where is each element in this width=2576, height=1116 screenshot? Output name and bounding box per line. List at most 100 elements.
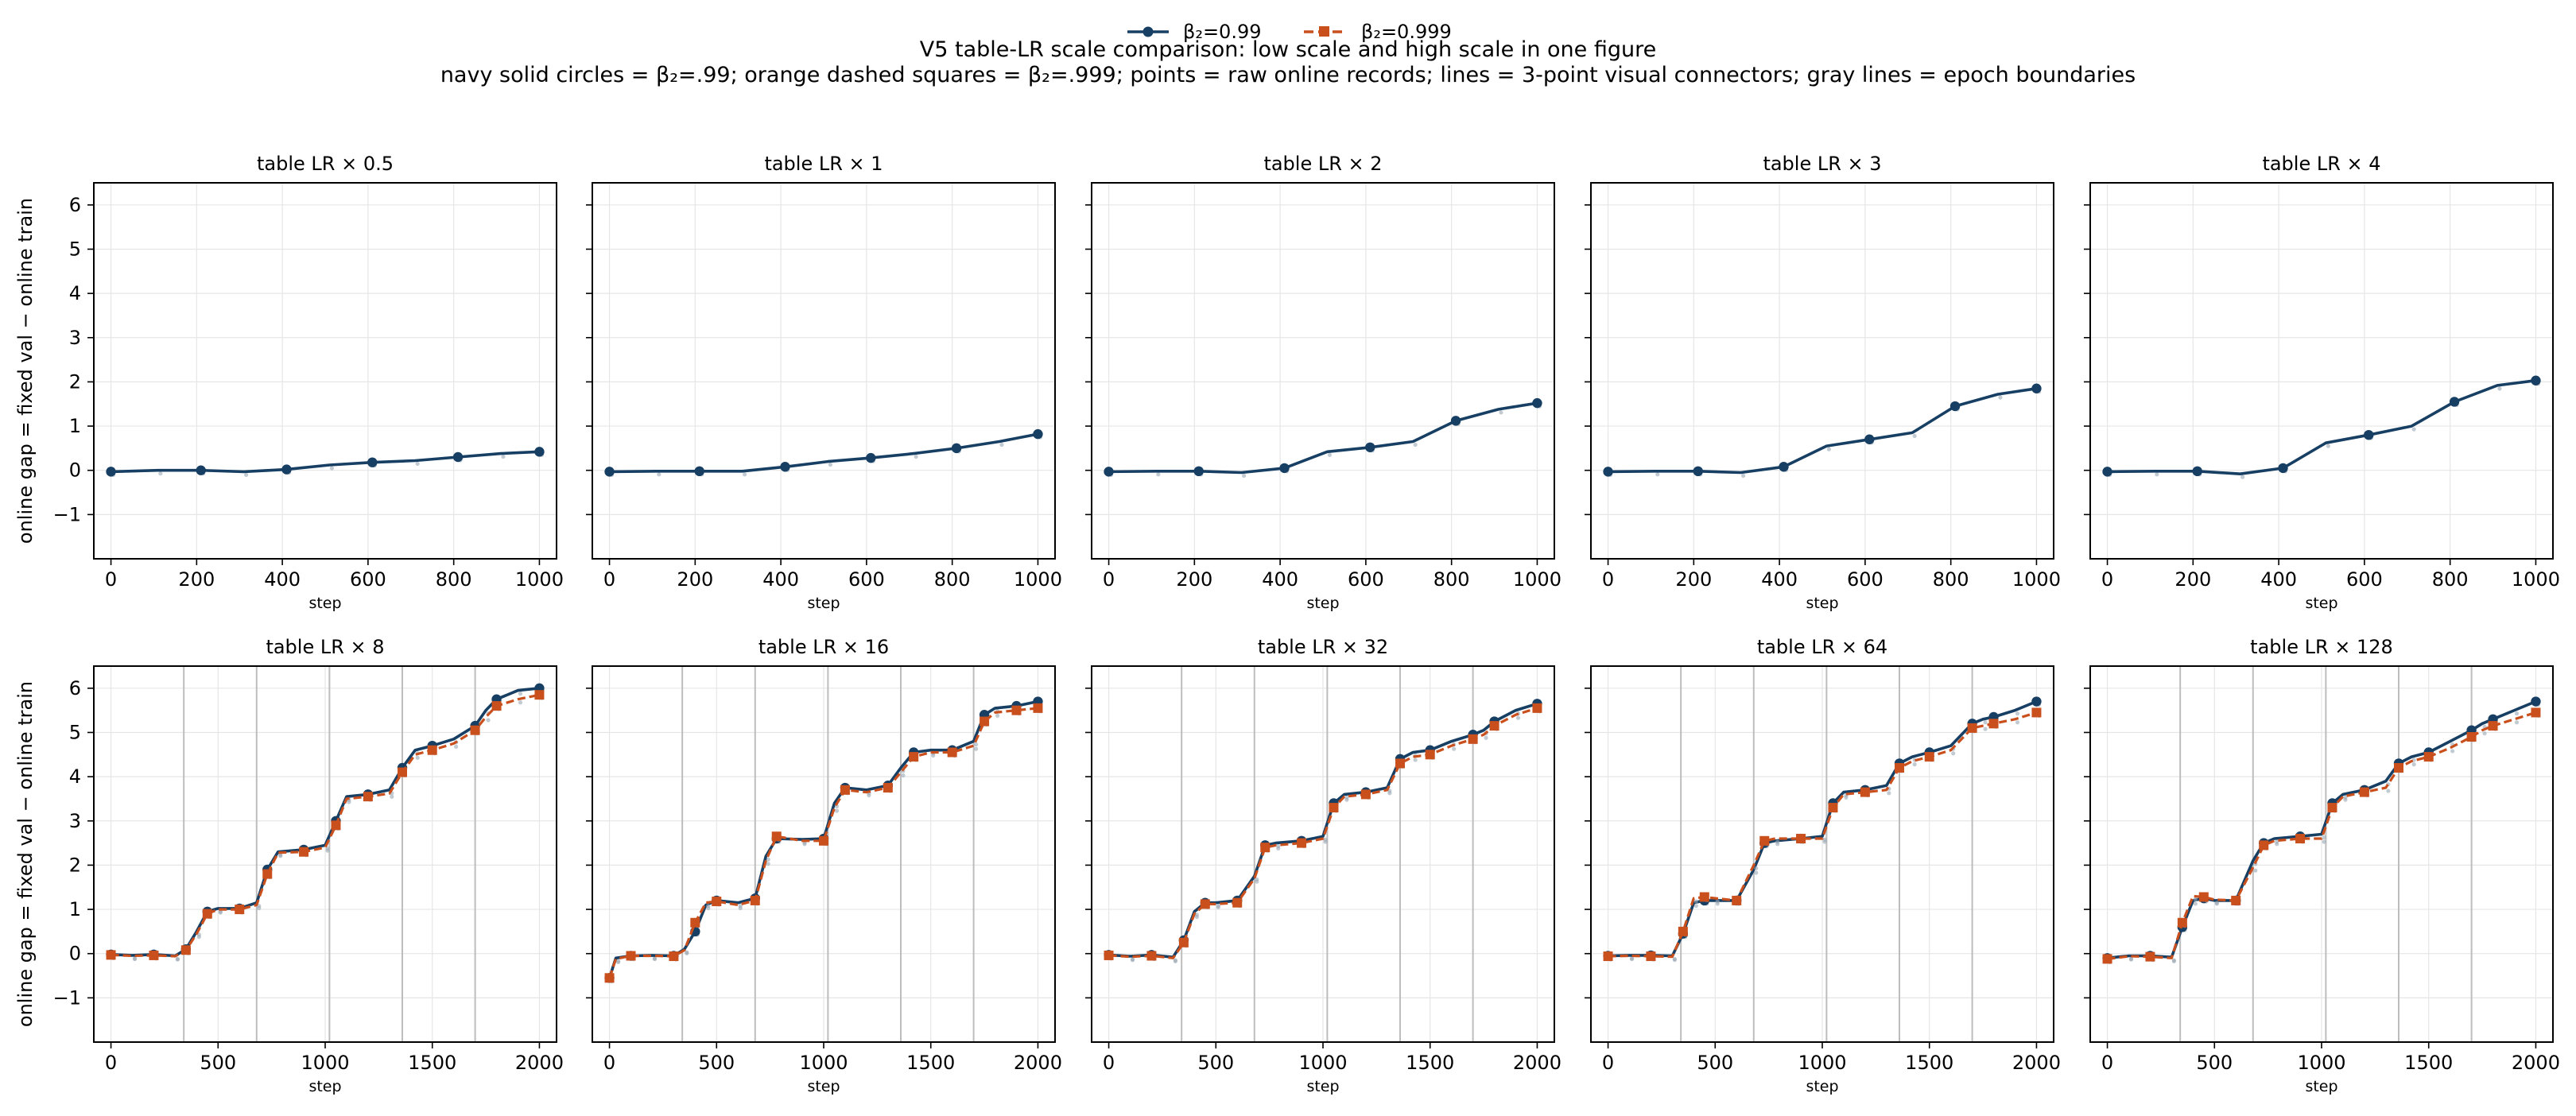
marker-square	[690, 917, 700, 928]
marker-square	[771, 831, 782, 842]
raw-point	[218, 910, 223, 915]
marker-square	[1260, 843, 1271, 853]
raw-point	[1912, 433, 1917, 439]
x-tick-label: 500	[2196, 1052, 2233, 1074]
x-axis-label: step	[1806, 595, 1838, 612]
y-tick-label: 1	[69, 898, 81, 920]
axes-frame	[93, 182, 557, 560]
marker-square	[604, 973, 615, 983]
y-axis-label: online gap = fixed val − online train	[14, 198, 37, 544]
raw-point	[1754, 866, 1759, 871]
marker-square	[2488, 721, 2498, 731]
axes-frame	[2089, 182, 2554, 560]
marker-square	[2423, 752, 2434, 762]
raw-point	[1826, 447, 1831, 451]
raw-point	[1655, 472, 1660, 477]
y-tick-label: 5	[69, 238, 81, 260]
x-tick-label: 1000	[2297, 1052, 2345, 1074]
raw-point	[244, 472, 249, 477]
subplot-9: 0 500 1000 1500 2000 table LR × 64 step	[1585, 636, 2061, 1095]
raw-point	[2171, 959, 2176, 963]
marker-circle	[1365, 442, 1375, 452]
marker-square	[1011, 705, 1022, 715]
x-tick-label: 0	[1602, 568, 1614, 591]
subplot-title: table LR × 8	[266, 636, 384, 658]
marker-square	[1924, 752, 1934, 762]
raw-point	[657, 472, 661, 477]
raw-point	[1998, 395, 2003, 400]
legend-marker-beta0999	[1319, 26, 1329, 37]
x-tick-label: 800	[1933, 568, 1969, 591]
raw-point	[1741, 473, 1746, 479]
raw-point	[1242, 473, 1247, 479]
raw-point	[2386, 789, 2391, 793]
series-line-beta0999	[608, 707, 1038, 978]
x-tick-label: 1000	[2512, 568, 2560, 591]
marker-circle	[452, 451, 464, 463]
marker-circle	[1450, 416, 1461, 426]
raw-point	[1323, 839, 1328, 844]
raw-point	[867, 792, 871, 798]
raw-point	[2411, 762, 2416, 767]
marker-square	[980, 716, 990, 727]
marker-square	[2145, 951, 2155, 962]
x-tick-label: 1500	[906, 1052, 955, 1074]
raw-point	[415, 461, 420, 467]
marker-circle	[866, 452, 876, 463]
raw-point	[974, 742, 979, 747]
x-tick-label: 1000	[799, 1052, 848, 1074]
marker-square	[2327, 803, 2337, 813]
marker-square	[1759, 835, 1770, 846]
raw-point	[2322, 835, 2326, 840]
marker-circle	[2031, 696, 2042, 707]
x-tick-label: 600	[848, 568, 885, 591]
x-tick-label: 200	[178, 568, 215, 591]
x-tick-label: 0	[603, 568, 615, 591]
marker-circle	[367, 457, 378, 467]
raw-point	[1754, 870, 1759, 875]
x-tick-label: 0	[105, 1052, 117, 1074]
x-axis-label: step	[807, 595, 840, 612]
x-tick-label: 1500	[408, 1052, 456, 1074]
x-tick-label: 0	[1103, 568, 1115, 591]
x-tick-label: 1000	[1798, 1052, 1846, 1074]
x-tick-label: 0	[105, 568, 117, 591]
subplot-title: table LR × 16	[758, 636, 889, 658]
marker-square	[1489, 721, 1499, 731]
raw-point	[802, 842, 807, 847]
subplot-8: 0 500 1000 1500 2000 table LR × 32 step	[1085, 636, 1562, 1095]
marker-square	[1146, 951, 1157, 961]
raw-point	[1983, 727, 1988, 731]
marker-circle	[196, 465, 206, 475]
raw-point	[1693, 899, 1698, 904]
x-tick-label: 1000	[1298, 1052, 1347, 1074]
marker-square	[1603, 951, 1613, 962]
marker-square	[909, 752, 919, 762]
marker-square	[712, 897, 722, 907]
series-line-beta099	[2107, 378, 2536, 475]
marker-square	[1860, 787, 1870, 797]
x-tick-label: 2000	[1513, 1052, 1562, 1074]
y-tick-label: 4	[69, 282, 81, 304]
marker-circle	[780, 462, 790, 472]
marker-square	[1178, 937, 1189, 947]
marker-circle	[2278, 463, 2288, 474]
raw-point	[501, 454, 506, 459]
series-line-beta099	[1608, 387, 2037, 475]
raw-point	[1413, 442, 1418, 448]
marker-square	[1678, 926, 1688, 936]
raw-point	[2326, 444, 2330, 448]
x-tick-label: 400	[1262, 568, 1298, 591]
raw-point	[2497, 386, 2502, 391]
raw-point	[999, 442, 1004, 448]
marker-square	[1104, 950, 1114, 960]
x-tick-label: 400	[264, 568, 301, 591]
raw-point	[2322, 839, 2326, 844]
raw-point	[743, 472, 747, 477]
raw-point	[1844, 795, 1849, 800]
marker-circle	[604, 467, 615, 477]
marker-square	[1395, 758, 1405, 769]
raw-point	[2253, 868, 2258, 873]
x-tick-label: 500	[1697, 1052, 1733, 1074]
x-axis-label: step	[1806, 1078, 1838, 1095]
